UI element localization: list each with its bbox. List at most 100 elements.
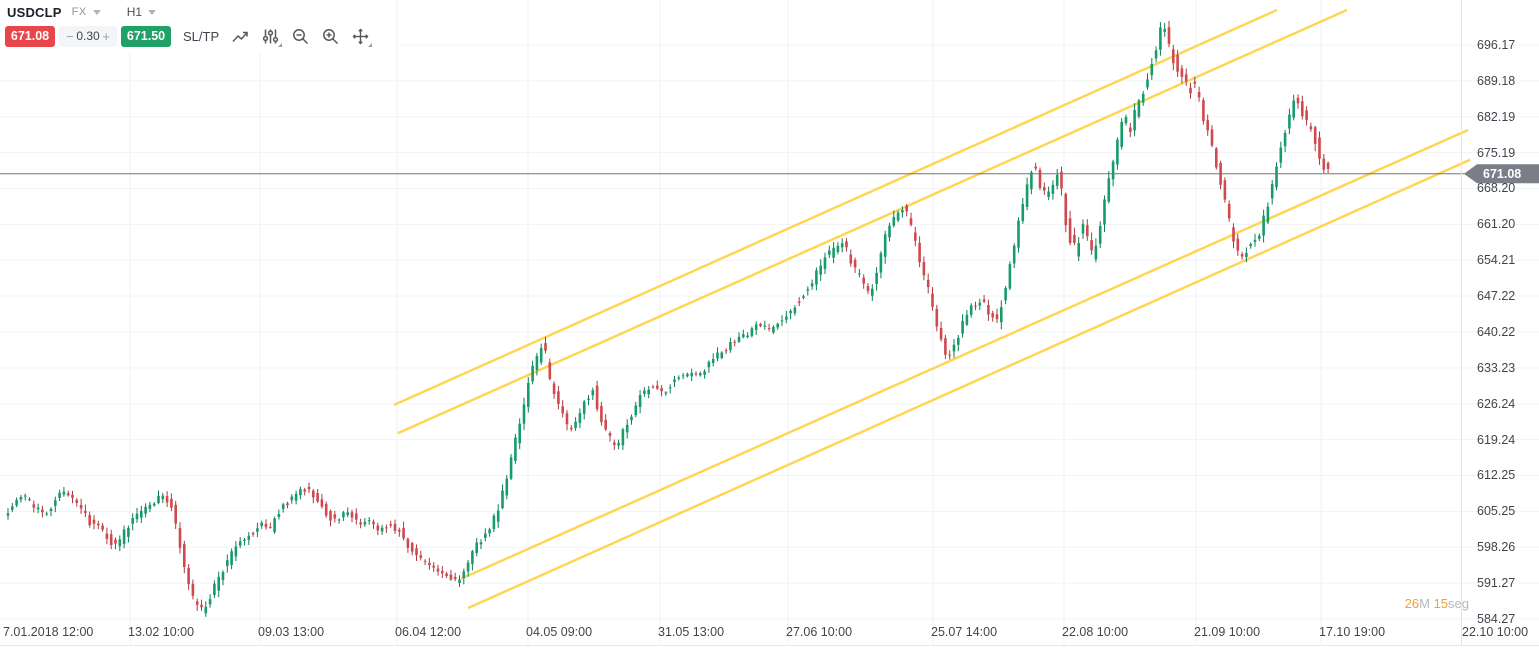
time-axis-label: 25.07 14:00 <box>931 625 998 639</box>
timeframe-selector[interactable]: H1 <box>126 5 143 19</box>
candle-body <box>539 348 543 363</box>
candle-body <box>1227 203 1231 219</box>
candle-body <box>187 567 190 585</box>
candle-body <box>574 421 577 428</box>
candle-body <box>58 492 61 498</box>
candle-body <box>918 242 921 263</box>
price-axis-label: 675.19 <box>1477 145 1516 160</box>
candle-body <box>699 373 702 376</box>
trendline-icon[interactable] <box>232 28 249 45</box>
candle-body <box>965 314 969 325</box>
candle-body <box>114 539 117 544</box>
trend-channel-line[interactable] <box>467 158 1471 610</box>
candle-body <box>1240 254 1244 257</box>
candle-body <box>415 548 418 556</box>
candle-body <box>161 495 165 500</box>
candle-body <box>19 497 23 500</box>
indicators-icon[interactable] <box>262 28 283 47</box>
candle-body <box>462 571 466 579</box>
sltp-button[interactable]: SL/TP <box>183 28 220 44</box>
trend-channel-line[interactable] <box>397 8 1348 435</box>
candle-body <box>294 493 298 501</box>
candle-body <box>1021 203 1025 222</box>
zoom-out-icon[interactable] <box>292 28 309 45</box>
candle-body <box>909 218 913 225</box>
sell-button[interactable]: 671.08 <box>5 25 55 47</box>
chevron-down-icon[interactable] <box>92 9 101 15</box>
candle-body <box>621 429 625 446</box>
candle-body <box>226 560 229 567</box>
candle-body <box>914 232 917 241</box>
candle-body <box>729 342 732 351</box>
candle-body <box>789 310 792 314</box>
candle-body <box>217 576 220 591</box>
candle-body <box>1249 243 1252 247</box>
price-axis-label: 668.20 <box>1477 181 1516 196</box>
candle-body <box>1090 240 1093 251</box>
candle-body <box>944 338 947 355</box>
candle-body <box>625 424 629 433</box>
spread-plus-button[interactable]: + <box>102 28 110 44</box>
candle-body <box>883 234 887 257</box>
candle-body <box>677 377 681 379</box>
candle-body <box>337 519 341 521</box>
candle-body <box>389 524 392 526</box>
candle-body <box>273 518 276 533</box>
candle-body <box>604 419 607 430</box>
symbol-row: USDCLP FX H1 <box>7 4 157 20</box>
candle-body <box>1081 224 1085 234</box>
candle-body <box>1167 27 1171 44</box>
candle-body <box>316 492 319 502</box>
candle-body <box>277 514 281 517</box>
candle-body <box>251 533 255 535</box>
candle-body <box>445 573 448 577</box>
candle-body <box>879 253 883 273</box>
buy-button[interactable]: 671.50 <box>121 25 171 47</box>
candle-body <box>92 519 96 524</box>
candle-body <box>969 305 973 315</box>
candle-body <box>561 406 564 414</box>
trend-channel-line[interactable] <box>460 128 1469 580</box>
candle-body <box>668 387 672 389</box>
price-axis-label: 640.22 <box>1477 325 1516 339</box>
candle-body <box>385 527 388 529</box>
spread-minus-button[interactable]: − <box>66 28 74 44</box>
chevron-down-icon[interactable] <box>148 9 157 15</box>
candle-body <box>195 601 199 605</box>
candle-body <box>651 386 655 388</box>
candle-body <box>1258 235 1261 239</box>
candle-body <box>1086 225 1089 237</box>
candle-body <box>587 398 590 400</box>
price-axis-label: 591.27 <box>1477 576 1516 591</box>
candle-body <box>548 362 552 379</box>
candle-body <box>1094 245 1098 260</box>
time-axis-label: 21.09 10:00 <box>1194 625 1261 639</box>
candle-body <box>982 299 986 302</box>
candle-body <box>1202 100 1205 122</box>
candle-body <box>1215 148 1218 168</box>
candle-body <box>200 604 203 608</box>
candle-body <box>1068 218 1072 243</box>
candle-body <box>759 323 762 327</box>
candle-body <box>720 352 724 358</box>
candle-body <box>54 500 57 507</box>
candle-body <box>1270 184 1274 199</box>
trend-channel-line[interactable] <box>393 8 1278 407</box>
candle-body <box>1184 74 1188 82</box>
time-axis-label: 13.02 10:00 <box>128 625 195 639</box>
zoom-in-icon[interactable] <box>322 28 339 45</box>
market-label[interactable]: FX <box>71 6 87 18</box>
candle-body <box>62 491 66 495</box>
candle-body <box>1326 162 1330 169</box>
move-icon[interactable] <box>352 28 373 47</box>
candle-body <box>32 504 36 508</box>
candle-body <box>1253 240 1257 242</box>
candle-body <box>840 243 844 248</box>
candle-body <box>509 457 513 479</box>
candle-body <box>896 212 900 221</box>
candle-body <box>1055 174 1059 186</box>
price-axis-label: 661.20 <box>1477 217 1516 232</box>
candle-body <box>871 288 874 296</box>
candle-body <box>144 506 147 514</box>
